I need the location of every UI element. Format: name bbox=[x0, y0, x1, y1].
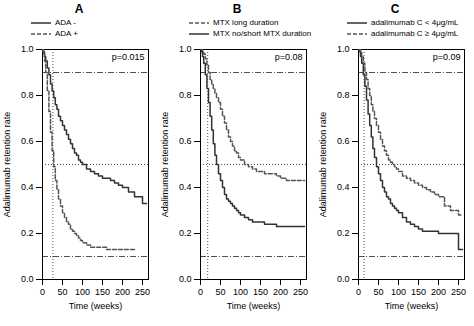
svg-text:p=0.015: p=0.015 bbox=[112, 52, 145, 62]
svg-text:100: 100 bbox=[233, 287, 248, 297]
svg-text:0.8: 0.8 bbox=[337, 90, 350, 100]
svg-text:0.8: 0.8 bbox=[179, 90, 192, 100]
html-text:ADA -: ADA - bbox=[55, 18, 76, 27]
svg-text:0.4: 0.4 bbox=[337, 182, 350, 192]
svg-text:50: 50 bbox=[215, 287, 225, 297]
svg-text:0.8: 0.8 bbox=[21, 90, 34, 100]
html-text:MTX no/short MTX duration: MTX no/short MTX duration bbox=[213, 29, 312, 38]
svg-text:0: 0 bbox=[356, 287, 361, 297]
svg-text:150: 150 bbox=[411, 287, 426, 297]
svg-text:0.6: 0.6 bbox=[21, 136, 34, 146]
svg-text:150: 150 bbox=[253, 287, 268, 297]
svg-text:Time (weeks): Time (weeks) bbox=[227, 301, 281, 311]
html-text:A: A bbox=[74, 2, 84, 16]
svg-text:Time (weeks): Time (weeks) bbox=[385, 301, 439, 311]
svg-text:0.4: 0.4 bbox=[21, 182, 34, 192]
svg-text:Time (weeks): Time (weeks) bbox=[69, 301, 123, 311]
svg-text:0.2: 0.2 bbox=[21, 228, 34, 238]
svg-text:250: 250 bbox=[451, 287, 466, 297]
svg-text:1.0: 1.0 bbox=[179, 44, 192, 54]
svg-text:p=0.08: p=0.08 bbox=[275, 52, 303, 62]
svg-text:1.0: 1.0 bbox=[337, 44, 350, 54]
svg-text:0.0: 0.0 bbox=[337, 274, 350, 284]
svg-text:0.2: 0.2 bbox=[179, 228, 192, 238]
svg-text:0.0: 0.0 bbox=[179, 274, 192, 284]
svg-text:200: 200 bbox=[273, 287, 288, 297]
svg-text:200: 200 bbox=[431, 287, 446, 297]
svg-text:p=0.09: p=0.09 bbox=[433, 52, 461, 62]
svg-text:200: 200 bbox=[115, 287, 130, 297]
svg-text:250: 250 bbox=[293, 287, 308, 297]
svg-text:0.6: 0.6 bbox=[179, 136, 192, 146]
svg-text:0.6: 0.6 bbox=[337, 136, 350, 146]
svg-text:0.2: 0.2 bbox=[337, 228, 350, 238]
svg-text:Adalimumab retention rate: Adalimumab retention rate bbox=[2, 112, 12, 218]
html-text:B: B bbox=[232, 2, 242, 16]
svg-text:0.4: 0.4 bbox=[179, 182, 192, 192]
svg-text:0: 0 bbox=[198, 287, 203, 297]
svg-text:50: 50 bbox=[57, 287, 67, 297]
html-text:ADA +: ADA + bbox=[55, 29, 78, 38]
svg-text:100: 100 bbox=[75, 287, 90, 297]
svg-text:Adalimumab retention rate: Adalimumab retention rate bbox=[160, 112, 170, 218]
svg-text:150: 150 bbox=[95, 287, 110, 297]
html-text:adalimumab C < 4μg/mL: adalimumab C < 4μg/mL bbox=[371, 18, 459, 27]
svg-text:0: 0 bbox=[40, 287, 45, 297]
svg-text:1.0: 1.0 bbox=[21, 44, 34, 54]
svg-text:50: 50 bbox=[373, 287, 383, 297]
html-text:adalimumab C ≥ 4μg/mL: adalimumab C ≥ 4μg/mL bbox=[371, 29, 459, 38]
svg-text:250: 250 bbox=[135, 287, 150, 297]
svg-text:Adalimumab retention rate: Adalimumab retention rate bbox=[318, 112, 328, 218]
html-text:C: C bbox=[390, 2, 400, 16]
svg-text:100: 100 bbox=[391, 287, 406, 297]
svg-text:0.0: 0.0 bbox=[21, 274, 34, 284]
html-text:MTX long duration: MTX long duration bbox=[213, 18, 279, 27]
